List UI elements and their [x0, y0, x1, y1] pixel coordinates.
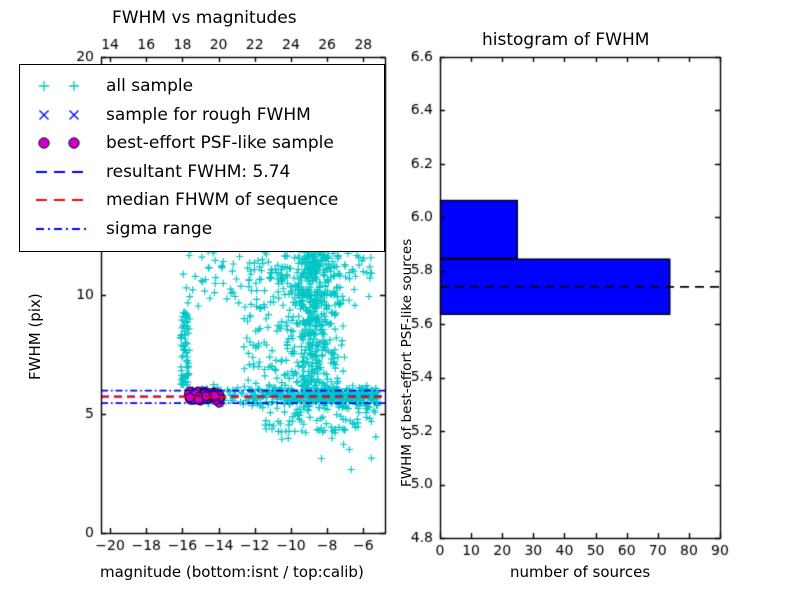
- left-panel-title: FWHM vs magnitudes: [112, 8, 297, 28]
- legend-marker-glyph: [28, 130, 106, 156]
- right-panel-title: histogram of FWHM: [482, 30, 650, 50]
- legend-marker-glyph: [28, 215, 106, 242]
- legend-item-label: median FHWM of sequence: [106, 190, 339, 210]
- legend-item-6: sigma range: [28, 215, 213, 242]
- plot-legend: all sample sample for rough FWHM best-effo…: [19, 64, 385, 252]
- right-panel-ylabel: FWHM of best-effort PSF-like sources: [399, 238, 415, 487]
- legend-marker-dashed-icon: [28, 158, 106, 185]
- legend-marker-glyph: [28, 158, 106, 185]
- legend-item-2: sample for rough FWHM: [28, 101, 311, 128]
- legend-marker-dashdot-icon: [28, 215, 106, 242]
- legend-marker-dashed-icon: [28, 187, 106, 213]
- left-panel-ylabel: FWHM (pix): [26, 293, 44, 380]
- legend-item-5: median FHWM of sequence: [28, 187, 338, 213]
- legend-item-label: all sample: [106, 76, 194, 96]
- legend-item-label: sigma range: [106, 218, 213, 239]
- legend-marker-plus-icon: [28, 73, 106, 99]
- legend-item-3: best-effort PSF-like sample: [28, 130, 334, 156]
- legend-item-label: best-effort PSF-like sample: [106, 133, 334, 153]
- left-panel-xlabel: magnitude (bottom:isnt / top:calib): [100, 563, 364, 581]
- right-panel-xlabel: number of sources: [510, 563, 651, 581]
- legend-marker-glyph: [28, 73, 106, 99]
- legend-marker-dot-icon: [28, 130, 106, 156]
- legend-item-1: all sample: [28, 73, 193, 99]
- legend-item-label: sample for rough FWHM: [106, 104, 311, 125]
- legend-marker-glyph: [28, 187, 106, 213]
- legend-marker-cross-icon: [28, 101, 106, 128]
- legend-item-4: resultant FWHM: 5.74: [28, 158, 291, 185]
- legend-item-label: resultant FWHM: 5.74: [106, 161, 291, 182]
- legend-marker-glyph: [28, 101, 106, 128]
